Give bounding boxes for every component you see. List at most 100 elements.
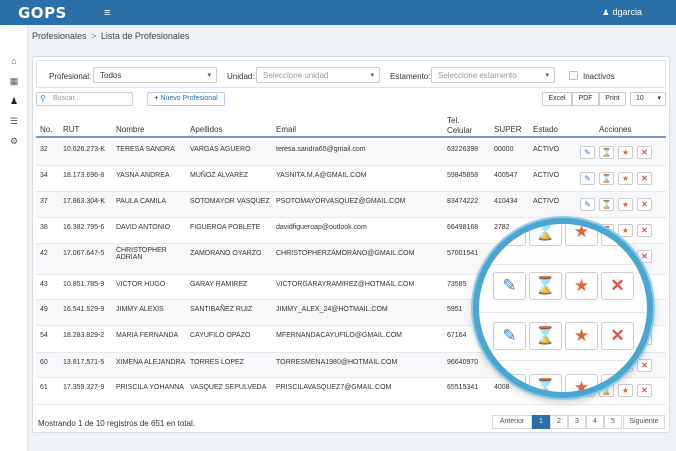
star-button[interactable]: ★ [618,172,633,185]
list-icon[interactable]: ☰ [9,116,19,126]
cell-apellidos: SANTIBAÑEZ RUIZ [190,306,253,313]
row-divider [479,360,647,361]
edit-icon: ✎ [502,276,517,295]
star-button[interactable]: ★ [618,146,633,159]
page-size-select[interactable]: 10 ▾ [630,92,666,106]
cell-tel: 59845858 [447,172,479,179]
profesional-select[interactable]: Todos ▾ [93,67,217,83]
col-celular[interactable]: Celular [447,126,473,135]
cell-no: 32 [40,146,48,153]
hourglass-button[interactable]: ⌛ [529,272,562,300]
star-button[interactable]: ★ [565,374,598,392]
col-apellidos[interactable]: Apellidos [190,125,223,134]
hourglass-button[interactable]: ⌛ [529,222,562,246]
chevron-down-icon: ▾ [370,72,374,79]
cell-estado: ACTIVO [533,172,560,179]
unidad-select[interactable]: Seleccione unidad ▾ [256,67,380,83]
delete-button[interactable]: ✕ [637,224,652,237]
star-button[interactable]: ★ [565,224,598,246]
hourglass-button[interactable]: ⌛ [529,374,562,392]
pager-prev[interactable]: Anterior [492,415,532,429]
breadcrumb-parent[interactable]: Profesionales [32,31,87,41]
col-super[interactable]: SUPER [494,125,522,134]
star-button[interactable]: ★ [618,198,633,211]
cell-rut: 13.817.571-5 [63,359,105,366]
edit-icon: ✎ [584,148,591,157]
pager-page[interactable]: 1 [532,415,550,429]
star-button[interactable]: ★ [565,322,598,350]
col-email[interactable]: Email [276,125,297,134]
new-professional-button[interactable]: + Nuevo Profesional [147,92,225,106]
cell-nombre: XIMENA ALEJANDRA [116,359,186,366]
user-menu[interactable]: ♟ dgarcia [602,7,642,17]
cell-email: davidfigueroap@outlook.com [276,224,367,231]
star-icon: ★ [621,148,630,157]
hourglass-button[interactable]: ⌛ [599,172,614,185]
inactivos-checkbox[interactable] [569,71,578,80]
cell-email: TORRESMENA1980@HOTMAIL.COM [276,359,398,366]
col-no[interactable]: No. [40,125,53,134]
delete-button[interactable]: ✕ [601,374,634,392]
profesional-value: Todos [100,71,122,80]
search-input[interactable]: ⚲ Buscar... [36,92,133,106]
pdf-button[interactable]: PDF [572,92,599,106]
pager-page[interactable]: 2 [550,415,568,429]
row-divider [479,312,647,313]
cell-nombre: CHRISTOPHER ADRIAN [116,247,167,261]
edit-button[interactable]: ✎ [580,146,595,159]
pager-page[interactable]: 3 [568,415,586,429]
cell-super: 410434 [494,198,518,205]
delete-button[interactable]: ✕ [601,222,634,246]
cell-nombre: PRISCILA YOHANNA [116,384,184,391]
profesional-label: Profesional: [49,72,92,81]
user-icon[interactable]: ♟ [9,96,19,106]
col-nombre[interactable]: Nombre [116,125,145,134]
estamento-select[interactable]: Seleccione estamento ▾ [431,67,555,83]
edit-button[interactable]: ✎ [580,198,595,211]
excel-button[interactable]: Excel [542,92,572,106]
cell-nombre: PAULA CAMILA [116,198,167,205]
delete-button[interactable]: ✕ [637,146,652,159]
star-button[interactable]: ★ [565,272,598,300]
delete-button[interactable]: ✕ [637,198,652,211]
edit-button[interactable]: ✎ [493,272,526,300]
col-estado[interactable]: Estado [533,125,558,134]
col-tel[interactable]: Tel. [447,116,460,125]
delete-button[interactable]: ✕ [601,272,634,300]
hourglass-button[interactable]: ⌛ [529,322,562,350]
edit-button[interactable]: ✎ [580,172,595,185]
menu-toggle-icon[interactable]: ≡ [104,6,111,19]
cell-super: 400547 [494,172,518,179]
delete-icon: ✕ [610,222,625,241]
gear-icon[interactable]: ⚙ [9,136,19,146]
delete-button[interactable]: ✕ [601,322,634,350]
cell-apellidos: TORRES LOPEZ [190,359,244,366]
hourglass-icon: ⌛ [534,222,557,241]
print-button[interactable]: Print [599,92,626,106]
edit-button[interactable]: ✎ [493,224,526,246]
pager-page[interactable]: 5 [604,415,622,429]
pager-next[interactable]: Siguiente [623,415,665,429]
col-rut[interactable]: RUT [63,125,80,134]
app-logo[interactable]: GOPS [18,3,67,22]
delete-button[interactable]: ✕ [637,172,652,185]
pager-page[interactable]: 4 [586,415,604,429]
delete-button[interactable]: ✕ [637,384,652,397]
edit-button[interactable]: ✎ [493,374,526,392]
delete-button[interactable]: ✕ [637,250,652,263]
home-icon[interactable]: ⌂ [11,56,17,66]
cell-email: YASNITA.M.A@GMAIL.COM [276,172,367,179]
cell-rut: 18.283.829-2 [63,332,105,339]
edit-button[interactable]: ✎ [493,322,526,350]
hourglass-icon: ⌛ [534,276,557,295]
table-row: 37 17.863.304-K PAULA CAMILA SOTOMAYOR VASQ… [36,192,666,218]
hourglass-button[interactable]: ⌛ [599,146,614,159]
cell-no: 42 [40,250,48,257]
user-icon: ♟ [602,7,610,17]
hourglass-button[interactable]: ⌛ [599,198,614,211]
delete-button[interactable]: ✕ [637,359,652,372]
chevron-down-icon: ▾ [207,72,211,79]
magnifier-callout: ✎ ⌛ ★ ✕ ✎ ⌛ ★ ✕ ✎ ⌛ ★ ✕ ✎ ⌛ ★ ✕ [473,218,653,398]
chevron-down-icon: ▾ [545,72,549,79]
calendar-icon[interactable]: ▦ [9,76,19,86]
